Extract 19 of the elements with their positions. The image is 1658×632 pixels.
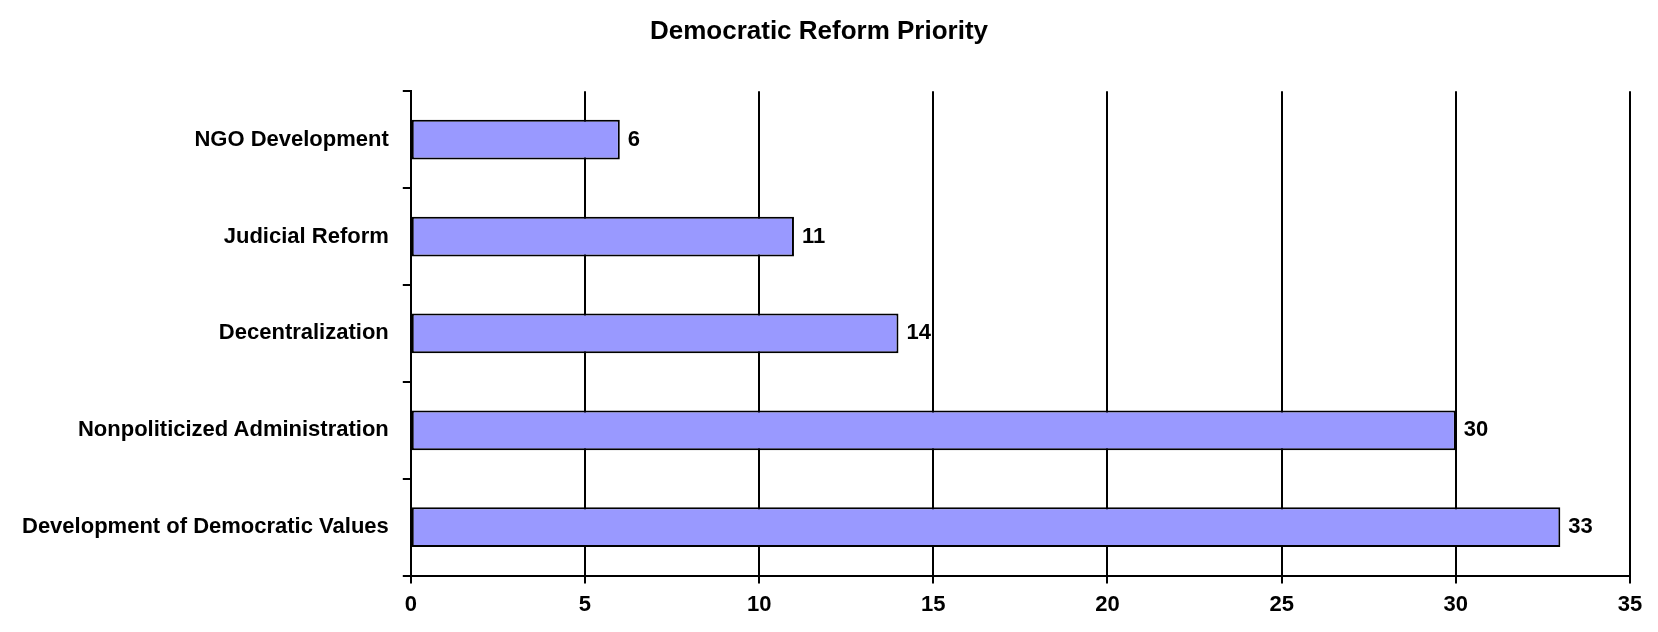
y-tick-label: Nonpoliticized Administration — [77, 416, 389, 442]
chart-title: Democratic Reform Priority — [649, 14, 989, 45]
data-label: 14 — [906, 319, 932, 345]
x-tick-label: 5 — [578, 590, 592, 616]
x-tick-label: 0 — [404, 590, 417, 616]
x-tick-label: 15 — [921, 590, 946, 616]
data-label: 33 — [1568, 513, 1593, 539]
x-tick-label: 10 — [746, 590, 772, 616]
data-label: 11 — [801, 222, 826, 248]
y-tick-label: Judicial Reform — [223, 222, 389, 248]
y-tick-label: Development of Democratic Values — [22, 513, 389, 539]
x-tick-label: 35 — [1617, 590, 1643, 616]
x-tick-label: 20 — [1095, 590, 1120, 616]
data-label: 30 — [1463, 416, 1489, 442]
data-label: 6 — [627, 125, 641, 151]
y-tick-label: NGO Development — [194, 125, 390, 151]
x-tick-label: 30 — [1443, 590, 1469, 616]
y-tick-label: Decentralization — [218, 319, 389, 345]
x-tick-label: 25 — [1269, 590, 1294, 616]
